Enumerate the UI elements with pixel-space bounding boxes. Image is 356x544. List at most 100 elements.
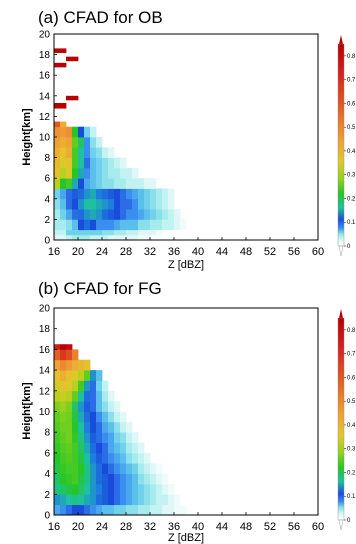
cfad-cell (90, 126, 97, 138)
cfad-cell (90, 432, 97, 443)
colorbar-tick-label: 0 (347, 518, 351, 524)
colorbar-tick-label: 0.6 (347, 375, 356, 381)
cfad-cell (84, 463, 91, 474)
cfad-cell (84, 442, 91, 454)
cfad-cell (84, 167, 91, 179)
cfad-cell (102, 421, 109, 433)
cfad-cell (108, 390, 115, 402)
y-tick-label: 4 (44, 469, 50, 480)
cfad-cell (114, 421, 121, 433)
cfad-cell (78, 370, 85, 381)
cfad-cell (60, 178, 67, 189)
cfad-cell (108, 494, 115, 506)
y-tick-label: 16 (39, 71, 51, 82)
colorbar-tick-label: 0 (347, 244, 351, 250)
cfad-cell (150, 178, 157, 189)
cfad-cell (126, 219, 133, 231)
colorbar-tick-label: 0.5 (347, 125, 356, 131)
cfad-cell (144, 463, 151, 474)
cfad-cell (66, 504, 73, 516)
cfad-cell (162, 219, 169, 231)
cfad-cell (114, 483, 121, 495)
cfad-cell (60, 421, 67, 433)
colorbar-tick-label: 0.6 (347, 101, 356, 107)
cfad-cell (108, 167, 115, 179)
cfad-cell (72, 390, 79, 402)
cfad-cell (66, 483, 73, 495)
colorbar-gradient (337, 43, 345, 247)
cfad-cell (54, 103, 61, 109)
cfad-cell (54, 344, 61, 350)
cfad-cell (120, 442, 127, 454)
cfad-cell (102, 178, 109, 189)
cfad-cell (66, 370, 73, 381)
cfad-cell (54, 411, 61, 423)
cfad-cell (78, 359, 85, 371)
cfad-cell (132, 483, 139, 495)
cfad-cell (108, 411, 115, 423)
cfad-cell (102, 147, 109, 158)
cfad-cell (60, 483, 67, 495)
x-tick-label: 24 (96, 521, 108, 533)
cfad-cell (132, 432, 139, 443)
x-tick-label: 32 (144, 521, 156, 533)
cfad-cell (114, 432, 121, 443)
colorbar-gradient (337, 317, 345, 521)
y-tick-label: 10 (39, 407, 51, 418)
cfad-cell (132, 463, 139, 474)
cfad-cell (72, 56, 79, 62)
x-tick-label: 44 (216, 246, 228, 258)
cfad-cell (150, 209, 157, 220)
cfad-cell (120, 178, 127, 189)
x-tick-label: 36 (168, 521, 180, 533)
cfad-cell (84, 380, 91, 392)
cfad-cell (72, 504, 79, 516)
cfad-cell (60, 432, 67, 443)
cfad-cell (84, 390, 91, 402)
cfad-cell (78, 463, 85, 474)
panel-b-y-label: Height[km] (21, 382, 33, 440)
cfad-cell (60, 473, 67, 485)
cfad-cell (108, 442, 115, 454)
cfad-cell (54, 463, 61, 474)
cfad-cell (54, 380, 61, 392)
x-tick-label: 36 (168, 246, 180, 258)
cfad-cell (132, 504, 139, 516)
cfad-cell (156, 219, 163, 231)
colorbar-bottom-arrow (338, 519, 344, 531)
cfad-cell (72, 234, 79, 241)
cfad-cell (138, 234, 145, 241)
cfad-cell (126, 188, 133, 200)
cfad-cell (60, 137, 67, 148)
cfad-cell (90, 147, 97, 158)
cfad-cell (90, 421, 97, 433)
cfad-cell (78, 198, 85, 210)
cfad-cell (114, 442, 121, 454)
cfad-cell (114, 178, 121, 189)
cfad-cell (144, 452, 151, 464)
cfad-cell (150, 198, 157, 210)
x-tick-label: 44 (216, 521, 228, 533)
cfad-cell (96, 198, 103, 210)
x-tick-label: 16 (48, 246, 60, 258)
cfad-cell (66, 157, 73, 169)
cfad-cell (150, 494, 157, 506)
panel-b-plot (54, 344, 187, 516)
cfad-cell (96, 234, 103, 241)
cfad-cell (66, 494, 73, 506)
cfad-cell (168, 188, 175, 200)
cfad-cell (126, 504, 133, 516)
panel-a-y-ticks: 0 2 4 6 8 10 12 14 16 18 20 (39, 30, 57, 247)
colorbar-tick-label: 0.8 (347, 328, 356, 334)
panel-a-title: (a) CFAD for OB (38, 8, 163, 27)
cfad-cell (66, 344, 73, 350)
cfad-cell (102, 219, 109, 231)
cfad-cell (126, 198, 133, 210)
cfad-cell (84, 421, 91, 433)
cfad-cell (114, 452, 121, 464)
cfad-cell (72, 157, 79, 169)
cfad-cell (108, 229, 115, 236)
x-tick-label: 16 (48, 521, 60, 533)
cfad-cell (102, 473, 109, 485)
cfad-cell (72, 147, 79, 158)
